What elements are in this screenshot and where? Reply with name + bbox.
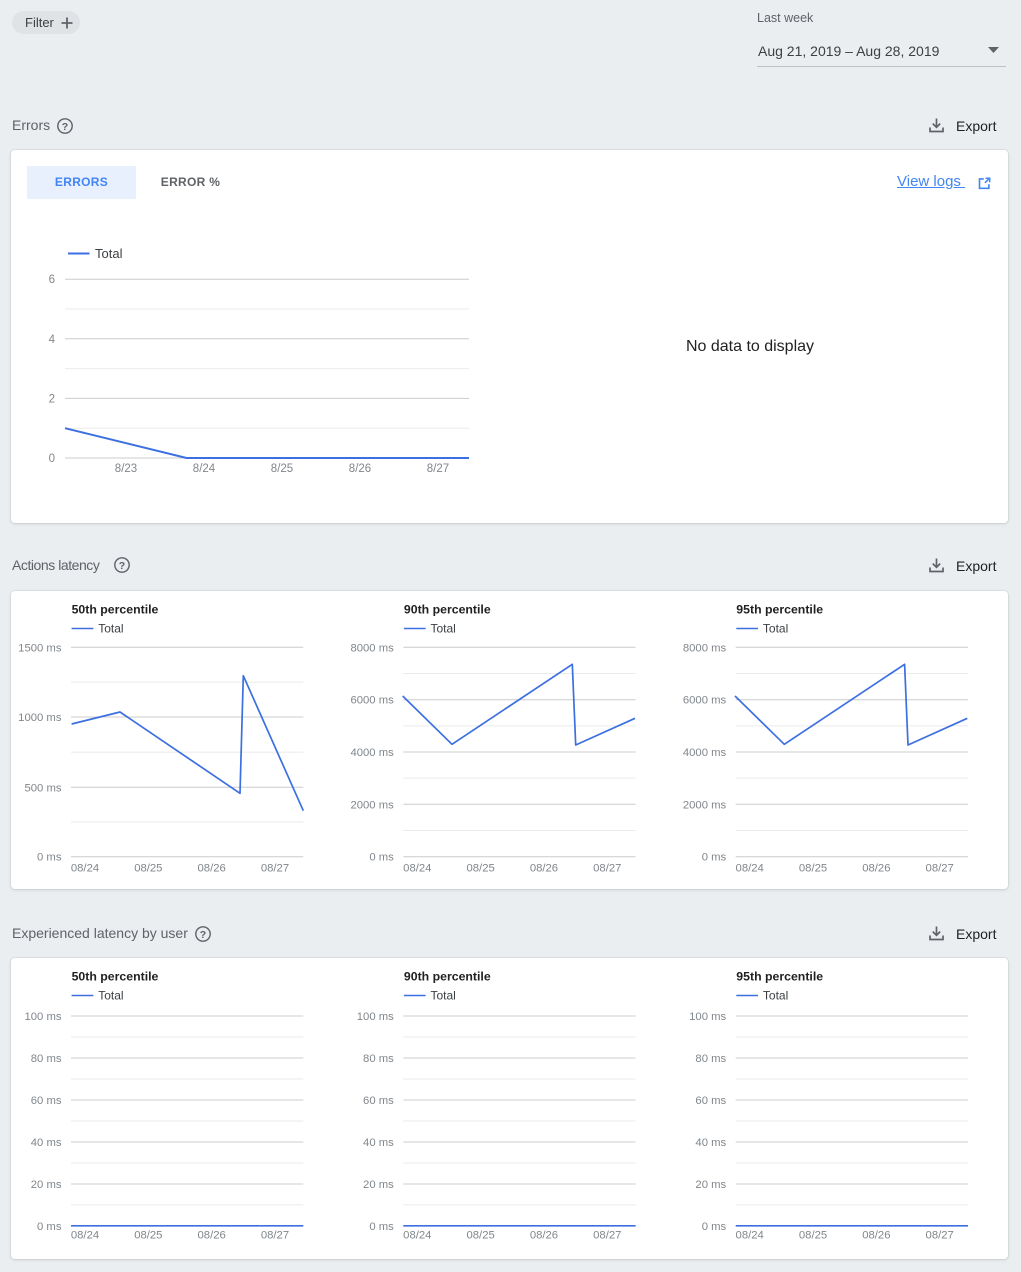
svg-text:100 ms: 100 ms — [689, 1011, 726, 1023]
svg-text:Total: Total — [431, 621, 456, 635]
svg-text:08/26: 08/26 — [198, 863, 226, 875]
svg-text:0 ms: 0 ms — [702, 852, 727, 864]
svg-text:Total: Total — [763, 621, 788, 635]
svg-text:08/24: 08/24 — [403, 1230, 431, 1242]
svg-text:6000 ms: 6000 ms — [683, 695, 727, 707]
svg-text:0 ms: 0 ms — [369, 852, 394, 864]
svg-text:08/26: 08/26 — [530, 1230, 558, 1242]
svg-text:0 ms: 0 ms — [37, 1221, 62, 1233]
svg-text:08/26: 08/26 — [530, 863, 558, 875]
svg-text:08/26: 08/26 — [862, 863, 890, 875]
svg-text:20 ms: 20 ms — [695, 1179, 726, 1191]
svg-text:500 ms: 500 ms — [24, 782, 61, 794]
svg-text:?: ? — [119, 559, 125, 571]
svg-text:100 ms: 100 ms — [24, 1011, 61, 1023]
svg-text:90th percentile: 90th percentile — [404, 603, 491, 617]
svg-text:0 ms: 0 ms — [37, 852, 62, 864]
svg-text:4000 ms: 4000 ms — [350, 747, 394, 759]
svg-text:20 ms: 20 ms — [363, 1179, 394, 1191]
svg-text:08/25: 08/25 — [466, 1230, 494, 1242]
svg-text:?: ? — [62, 121, 68, 133]
svg-text:08/25: 08/25 — [134, 863, 162, 875]
svg-text:Total: Total — [763, 988, 788, 1002]
svg-text:8/27: 8/27 — [427, 463, 449, 475]
svg-text:Total: Total — [98, 988, 123, 1002]
svg-text:95th percentile: 95th percentile — [736, 603, 823, 617]
svg-text:50th percentile: 50th percentile — [72, 970, 159, 984]
svg-text:95th percentile: 95th percentile — [736, 970, 823, 984]
svg-text:8/24: 8/24 — [193, 463, 216, 475]
svg-text:90th percentile: 90th percentile — [404, 970, 491, 984]
svg-text:0 ms: 0 ms — [702, 1221, 727, 1233]
svg-text:08/25: 08/25 — [466, 863, 494, 875]
svg-text:2000 ms: 2000 ms — [350, 799, 394, 811]
svg-text:40 ms: 40 ms — [695, 1137, 726, 1149]
svg-text:20 ms: 20 ms — [31, 1179, 62, 1191]
svg-text:08/25: 08/25 — [799, 1230, 827, 1242]
svg-text:08/27: 08/27 — [261, 1230, 289, 1242]
svg-text:08/26: 08/26 — [862, 1230, 890, 1242]
svg-text:08/24: 08/24 — [71, 863, 99, 875]
svg-text:08/24: 08/24 — [71, 1230, 99, 1242]
svg-text:08/25: 08/25 — [799, 863, 827, 875]
svg-text:08/27: 08/27 — [926, 863, 954, 875]
svg-text:?: ? — [199, 928, 205, 940]
svg-text:80 ms: 80 ms — [363, 1053, 394, 1065]
svg-text:60 ms: 60 ms — [363, 1095, 394, 1107]
svg-text:08/24: 08/24 — [736, 1230, 764, 1242]
svg-text:1500 ms: 1500 ms — [18, 642, 62, 654]
svg-text:2: 2 — [49, 393, 55, 405]
svg-text:08/27: 08/27 — [593, 1230, 621, 1242]
svg-text:08/27: 08/27 — [261, 863, 289, 875]
svg-text:08/24: 08/24 — [736, 863, 764, 875]
svg-text:8/23: 8/23 — [115, 463, 137, 475]
svg-text:8000 ms: 8000 ms — [683, 642, 727, 654]
svg-text:0 ms: 0 ms — [369, 1221, 394, 1233]
svg-text:80 ms: 80 ms — [31, 1053, 62, 1065]
svg-text:08/24: 08/24 — [403, 863, 431, 875]
svg-text:2000 ms: 2000 ms — [683, 799, 727, 811]
svg-text:08/27: 08/27 — [926, 1230, 954, 1242]
svg-text:Total: Total — [98, 621, 123, 635]
svg-text:4000 ms: 4000 ms — [683, 747, 727, 759]
svg-text:80 ms: 80 ms — [695, 1053, 726, 1065]
svg-text:60 ms: 60 ms — [31, 1095, 62, 1107]
svg-text:08/25: 08/25 — [134, 1230, 162, 1242]
svg-text:40 ms: 40 ms — [31, 1137, 62, 1149]
svg-text:8/25: 8/25 — [271, 463, 293, 475]
svg-text:08/26: 08/26 — [198, 1230, 226, 1242]
svg-text:08/27: 08/27 — [593, 863, 621, 875]
svg-text:1000 ms: 1000 ms — [18, 712, 62, 724]
svg-text:60 ms: 60 ms — [695, 1095, 726, 1107]
svg-text:8/26: 8/26 — [349, 463, 371, 475]
svg-text:Total: Total — [95, 246, 123, 261]
svg-text:6000 ms: 6000 ms — [350, 695, 394, 707]
svg-text:50th percentile: 50th percentile — [72, 603, 159, 617]
svg-text:0: 0 — [49, 453, 55, 465]
svg-text:Total: Total — [431, 988, 456, 1002]
svg-text:4: 4 — [49, 334, 56, 346]
svg-text:8000 ms: 8000 ms — [350, 642, 394, 654]
svg-text:40 ms: 40 ms — [363, 1137, 394, 1149]
svg-text:100 ms: 100 ms — [357, 1011, 394, 1023]
svg-text:6: 6 — [49, 274, 55, 286]
